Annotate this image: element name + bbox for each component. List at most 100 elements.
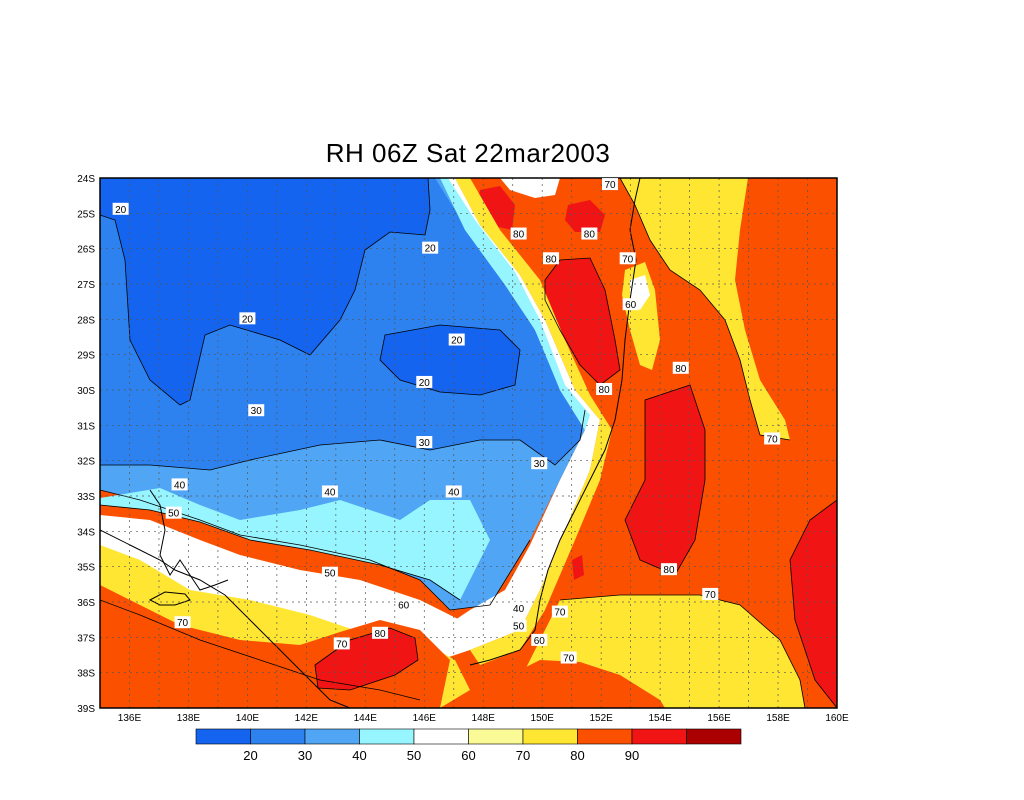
contour-label: 80	[663, 565, 675, 576]
lat-tick-label: 30S	[77, 386, 95, 397]
lat-tick-label: 33S	[77, 492, 95, 503]
lon-tick-label: 160E	[825, 713, 849, 724]
contour-label: 50	[513, 622, 525, 633]
contour-label-box	[445, 485, 462, 498]
contour-label-box	[672, 361, 689, 374]
contour-label: 70	[177, 618, 189, 629]
contour-line	[544, 257, 621, 386]
field-orange-south	[460, 660, 665, 708]
lat-tick-label: 35S	[77, 563, 95, 574]
contour-label: 80	[374, 629, 386, 640]
colorbar-tick-label: 40	[352, 748, 366, 763]
field-red-sw	[315, 628, 418, 690]
contour-label: 70	[622, 254, 634, 265]
lat-tick-label: 39S	[77, 704, 95, 715]
colorbar: 20 30 40 50 60 70 80 90	[195, 728, 742, 763]
lon-tick-label: 150E	[531, 713, 555, 724]
lat-tick-label: 31S	[77, 421, 95, 432]
longitude-labels: 136E 138E 140E 142E 144E 146E 148E 150E 152E 154E…	[118, 713, 849, 724]
contour-label-box	[510, 227, 527, 240]
lon-tick-label: 146E	[413, 713, 437, 724]
colorbar-tick-label: 50	[407, 748, 421, 763]
field-red-small	[572, 555, 584, 580]
contour-labels: 20 20 20 20 20 30 30 30 40 40 40 40 50 50 50 60 60 60 70 70…	[112, 178, 781, 665]
field-white-north	[500, 178, 560, 198]
contour-lines	[100, 178, 837, 708]
colorbar-swatch	[195, 728, 251, 745]
contour-label-box	[551, 605, 568, 618]
colorbar-tick-label: 70	[516, 748, 530, 763]
lat-tick-label: 28S	[77, 315, 95, 326]
lat-tick-label: 37S	[77, 633, 95, 644]
contour-label: 60	[625, 300, 637, 311]
contour-label-box	[112, 202, 129, 215]
map-title: RH 06Z Sat 22mar2003	[325, 138, 611, 168]
field-cyan-band	[440, 178, 590, 430]
contour-line	[100, 599, 421, 701]
contour-label: 30	[251, 406, 263, 417]
lon-tick-label: 158E	[766, 713, 790, 724]
lat-tick-label: 27S	[77, 280, 95, 291]
contour-label: 40	[448, 487, 460, 498]
contour-label: 80	[584, 230, 596, 241]
contour-label: 80	[599, 385, 611, 396]
lat-tick-label: 26S	[77, 245, 95, 256]
contour-line	[559, 594, 806, 708]
contour-label: 20	[419, 378, 431, 389]
contour-label-box	[622, 298, 639, 311]
contour-label-box	[165, 506, 182, 519]
contour-label: 70	[336, 639, 348, 650]
contour-label: 70	[604, 180, 616, 191]
contour-label: 70	[554, 608, 566, 619]
colorbar-swatch	[304, 728, 360, 745]
colorbar-swatch	[631, 728, 687, 745]
contour-line	[100, 504, 461, 601]
field-white-coastal	[440, 178, 600, 650]
contour-label: 80	[545, 254, 557, 265]
contour-label: 40	[324, 487, 336, 498]
colorbar-swatch	[250, 728, 306, 745]
contour-label-box	[510, 619, 527, 632]
colorbar-swatch	[577, 728, 633, 745]
contour-label-box	[174, 616, 191, 629]
contour-line	[100, 178, 431, 406]
lon-tick-label: 140E	[236, 713, 260, 724]
contour-label-box	[702, 587, 719, 600]
contour-label: 60	[534, 636, 546, 647]
colorbar-tick-label: 30	[298, 748, 312, 763]
lon-tick-label: 138E	[177, 713, 201, 724]
contour-label: 50	[324, 569, 336, 580]
contour-label-box	[510, 602, 527, 615]
lat-tick-label: 36S	[77, 598, 95, 609]
contour-label-box	[372, 626, 389, 639]
lon-tick-label: 136E	[118, 713, 142, 724]
lon-tick-label: 156E	[707, 713, 731, 724]
coastline-south	[100, 529, 351, 708]
rh-field	[100, 178, 837, 708]
colorbar-tick-label: 60	[461, 748, 475, 763]
contour-label: 40	[174, 480, 186, 491]
contour-line	[789, 499, 837, 708]
lat-tick-label: 34S	[77, 527, 95, 538]
colorbar-swatch	[686, 728, 742, 745]
colorbar-swatch	[359, 728, 415, 745]
contour-label-box	[416, 375, 433, 388]
contour-label-box	[543, 252, 560, 265]
contour-label-box	[560, 651, 577, 664]
map-frame	[99, 177, 838, 709]
field-yellow-coastal	[455, 178, 612, 665]
contour-label-box	[764, 432, 781, 445]
contour-label-box	[321, 485, 338, 498]
contour-label-box	[333, 637, 350, 650]
field-red-far-east	[790, 500, 837, 708]
lat-tick-label: 32S	[77, 457, 95, 468]
contour-label-box	[602, 178, 619, 191]
field-red-ne2	[565, 200, 605, 232]
lon-tick-label: 154E	[648, 713, 672, 724]
grid	[100, 178, 837, 708]
contour-label-box	[239, 312, 256, 325]
contour-label-box	[416, 436, 433, 448]
contour-label: 80	[513, 230, 525, 241]
contour-label: 40	[513, 604, 525, 615]
